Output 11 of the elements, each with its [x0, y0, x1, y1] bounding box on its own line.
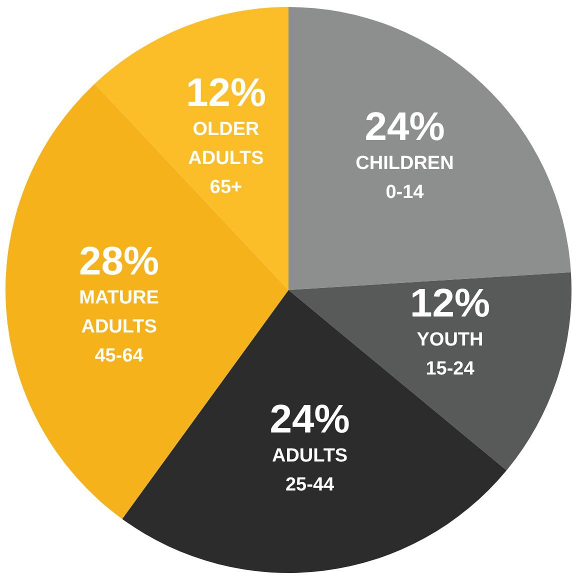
- pie-slice: [288, 7, 571, 290]
- data-label: 28%: [79, 240, 160, 284]
- data-label: 12%: [186, 71, 266, 116]
- slice-label: OLDER ADULTS 65+: [188, 119, 264, 198]
- slice-label: ADULTS 25-44: [272, 445, 348, 496]
- slice-label: YOUTH 15-24: [416, 329, 484, 380]
- slice-label: CHILDREN 0-14: [356, 153, 454, 204]
- data-label: 24%: [364, 105, 445, 150]
- data-label: 24%: [270, 397, 350, 442]
- slice-label: MATURE ADULTS 45-64: [79, 288, 159, 367]
- data-label: 12%: [410, 281, 490, 326]
